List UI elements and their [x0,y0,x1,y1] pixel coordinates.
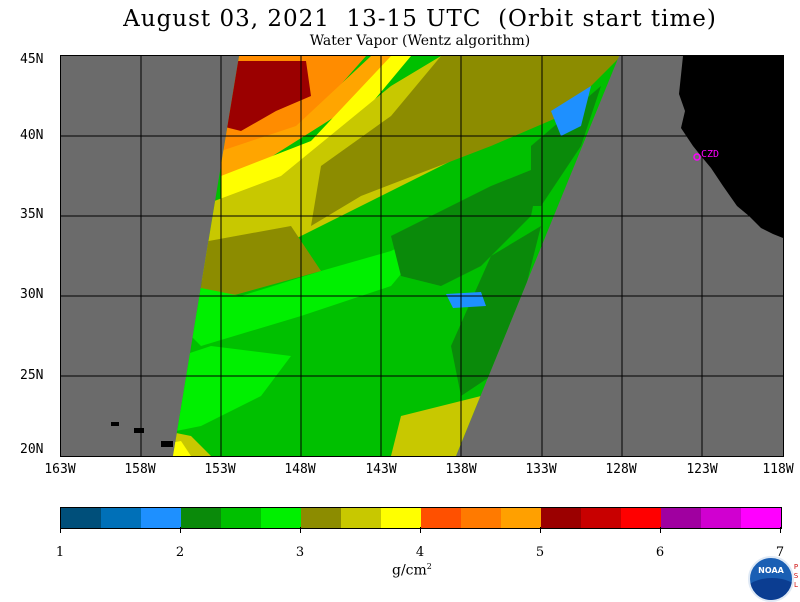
colorbar-segment [581,508,621,528]
colorbar-label-3: 3 [295,545,305,560]
colorbar-tick [180,527,181,533]
colorbar-segment [261,508,301,528]
colorbar-segment [181,508,221,528]
colorbar-label-1: 1 [55,545,65,560]
colorbar-tick [540,527,541,533]
station-marker [693,153,701,161]
island-1 [111,422,119,426]
lon-label-123w: 123W [686,462,718,477]
data-swath [173,56,619,456]
colorbar-segment [741,508,781,528]
lon-label-158w: 158W [124,462,156,477]
colorbar-segment [101,508,141,528]
map-subtitle: Water Vapor (Wentz algorithm) [309,33,531,49]
colorbar-segment [381,508,421,528]
colorbar-label-6: 6 [655,545,665,560]
colorbar-tick [660,527,661,533]
colorbar-segment [461,508,501,528]
graticule [61,56,783,456]
water-vapor-map: CZD [60,55,784,457]
lat-label-35n: 35N [20,207,44,222]
lon-label-118w: 118W [762,462,794,477]
lon-label-163w: 163W [44,462,76,477]
map-graphic: CZD [61,56,783,456]
colorbar-segment [621,508,661,528]
station-label: CZD [701,149,719,160]
colorbar [60,507,782,529]
colorbar-tick [60,527,61,533]
island-2 [134,428,144,433]
logo-wave [750,578,792,600]
colorbar-segment [221,508,261,528]
colorbar-label-4: 4 [415,545,425,560]
lat-label-25n: 25N [20,368,44,383]
psl-letter-s: S [793,572,799,580]
lon-label-148w: 148W [284,462,316,477]
colorbar-tick [300,527,301,533]
land-mass [679,56,783,238]
lat-label-30n: 30N [20,287,44,302]
colorbar-segment [341,508,381,528]
colorbar-segment [701,508,741,528]
colorbar-segment [421,508,461,528]
colorbar-segment [661,508,701,528]
noaa-logo: NOAA [748,556,794,602]
lat-label-20n: 20N [20,442,44,457]
map-title: August 03, 2021 13-15 UTC (Orbit start t… [123,6,717,32]
lon-label-153w: 153W [204,462,236,477]
psl-letter-p: P [793,563,799,571]
colorbar-segment [141,508,181,528]
colorbar-label-2: 2 [175,545,185,560]
lon-label-143w: 143W [365,462,397,477]
units-power: 2 [426,562,432,571]
colorbar-segment [301,508,341,528]
colorbar-label-7: 7 [775,545,785,560]
logo-text: NOAA [758,566,784,575]
lon-label-133w: 133W [525,462,557,477]
lat-label-40n: 40N [20,128,44,143]
lon-label-138w: 138W [445,462,477,477]
colorbar-segment [501,508,541,528]
colorbar-tick [420,527,421,533]
colorbar-segment [541,508,581,528]
colorbar-label-5: 5 [535,545,545,560]
lon-label-128w: 128W [605,462,637,477]
island-3 [161,441,173,447]
lat-label-45n: 45N [20,52,44,67]
psl-letter-l: L [794,581,798,589]
colorbar-tick [780,527,781,533]
units-text: g/cm [392,562,427,579]
colorbar-units: g/cm2 [392,562,432,579]
colorbar-segment [61,508,101,528]
psl-letters: P S L [792,563,800,590]
